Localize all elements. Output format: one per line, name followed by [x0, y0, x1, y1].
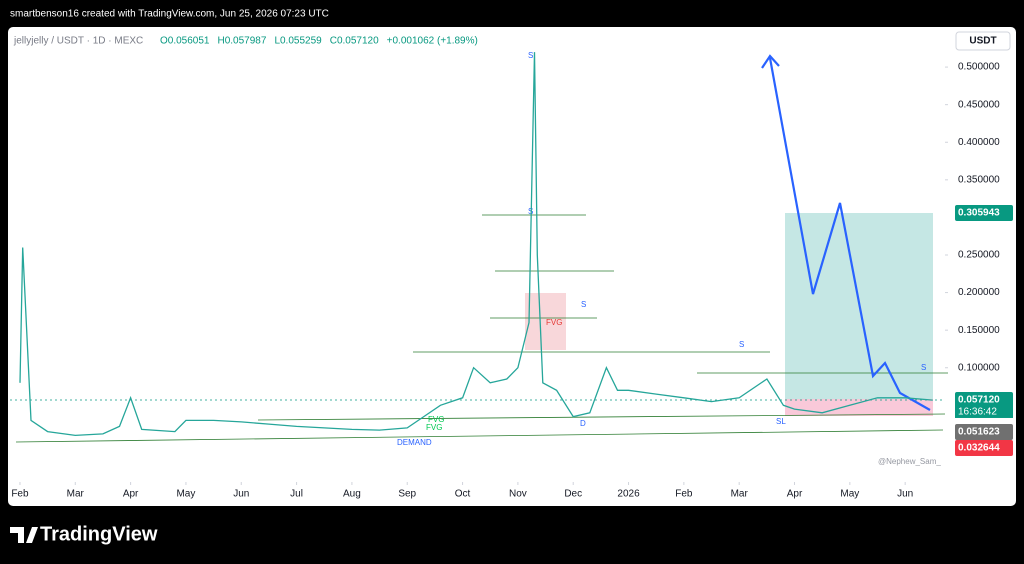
- x-tick-label: May: [176, 489, 195, 500]
- currency: USDT: [969, 36, 996, 47]
- y-tick-label: 0.250000: [958, 250, 1000, 261]
- y-tick-label: 0.400000: [958, 137, 1000, 148]
- countdown: 16:36:42: [958, 407, 997, 418]
- brand-logo: [10, 527, 38, 543]
- ohlc-value: +0.001062 (+1.89%): [387, 36, 478, 47]
- y-tick-label: 0.450000: [958, 99, 1000, 110]
- drawings: [15, 214, 948, 443]
- ohlc-value: C0.057120: [330, 36, 379, 47]
- ohlc: O0.056051 H0.057987 L0.055259 C0.057120 +0.0…: [160, 36, 478, 47]
- y-tick-label: 0.200000: [958, 287, 1000, 298]
- x-tick-label: Nov: [509, 489, 527, 500]
- ohlc-value: L0.055259: [274, 36, 322, 47]
- x-tick-label: Apr: [123, 489, 139, 500]
- x-tick-label: 2026: [617, 489, 640, 500]
- annotation: FVG: [428, 415, 444, 424]
- annotation: FVG: [426, 423, 442, 432]
- price-marker-label: 0.051623: [958, 427, 1000, 438]
- price-marker-label: 0.305943: [958, 208, 1000, 219]
- y-tick-label: 0.100000: [958, 362, 1000, 373]
- x-tick-label: Jun: [233, 489, 249, 500]
- x-tick-label: Apr: [787, 489, 803, 500]
- price-marker-label: 0.032644: [958, 443, 1000, 454]
- countdown-box: [955, 405, 1013, 418]
- stop-zone: [785, 399, 933, 416]
- price-marker: [955, 439, 1013, 456]
- trend-line: [257, 413, 946, 421]
- currency-box: [955, 31, 1011, 51]
- x-tick-label: Mar: [731, 489, 749, 500]
- projection-arrow: [761, 54, 780, 69]
- x-tick-label: Jul: [290, 489, 303, 500]
- price-line: [19, 52, 933, 437]
- x-tick-label: Feb: [675, 489, 693, 500]
- credit: smartbenson16 created with TradingView.c…: [10, 9, 329, 20]
- annotation: FVG: [546, 318, 562, 327]
- x-tick-label: Oct: [455, 489, 471, 500]
- x-tick-label: Mar: [67, 489, 85, 500]
- annotation: S: [528, 51, 533, 60]
- price-marker: [955, 204, 1013, 221]
- price-marker: [955, 423, 1013, 440]
- y-tick-label: 0.500000: [958, 62, 1000, 73]
- x-tick-label: Feb: [11, 489, 29, 500]
- y-tick-label: 0.150000: [958, 325, 1000, 336]
- panel: [8, 27, 1016, 506]
- y-tick-label: 0.350000: [958, 174, 1000, 185]
- annotation: S: [921, 363, 926, 372]
- x-tick-label: Sep: [398, 489, 416, 500]
- annotation: SL: [776, 417, 786, 426]
- ohlc-value: H0.057987: [218, 36, 267, 47]
- x-tick-label: Jun: [897, 489, 913, 500]
- annotation: S: [739, 340, 744, 349]
- x-tick-label: Dec: [564, 489, 582, 500]
- annotation: DEMAND: [397, 438, 432, 447]
- watermark: @Nephew_Sam_: [878, 457, 941, 466]
- annotation: S: [581, 300, 586, 309]
- brand: TradingView: [40, 523, 158, 545]
- x-tick-label: Aug: [343, 489, 361, 500]
- ohlc-value: O0.056051: [160, 36, 210, 47]
- price-marker-label: 0.057120: [958, 395, 1000, 406]
- price-marker: [955, 391, 1013, 408]
- symbol: jellyjelly / USDT · 1D · MEXC: [13, 36, 143, 47]
- trend-line: [15, 429, 944, 443]
- projection: [768, 57, 931, 411]
- annotation: D: [580, 419, 586, 428]
- x-tick-label: May: [840, 489, 859, 500]
- fvg-box: [525, 293, 566, 350]
